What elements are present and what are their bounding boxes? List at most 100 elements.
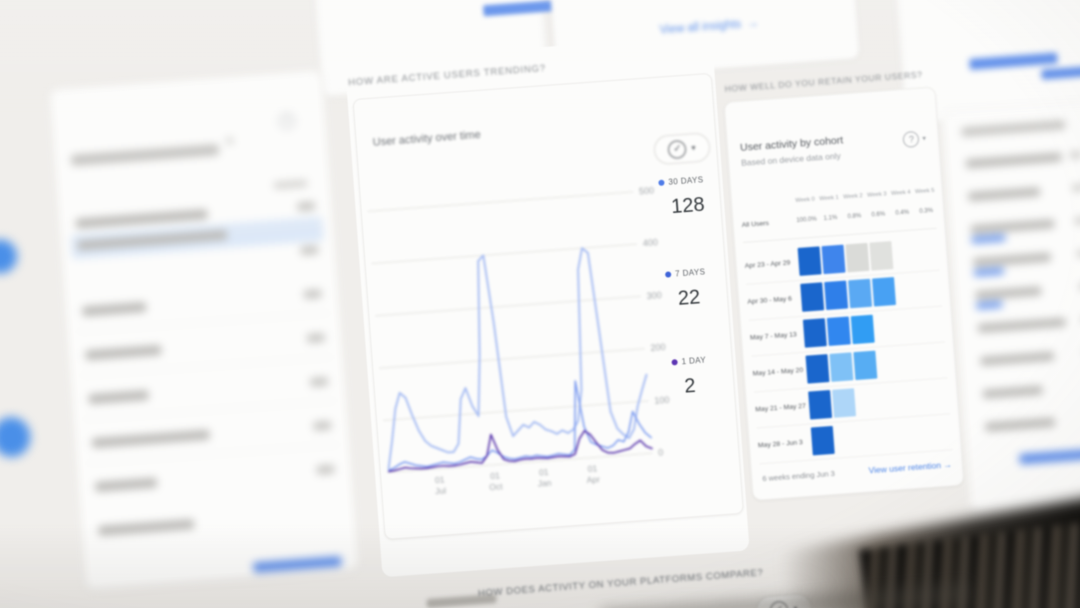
top-right-link-bar-2[interactable] [1041, 65, 1080, 80]
left-rail-icon[interactable] [0, 238, 19, 275]
cohort-cell [880, 385, 904, 415]
view-user-retention-link[interactable]: View user retention → [868, 459, 952, 475]
gridline [371, 243, 637, 265]
cohort-footer-note: 6 weeks ending Jun 3 [762, 468, 836, 483]
legend-value: 2 [683, 374, 697, 398]
list-item[interactable] [972, 252, 1052, 268]
chart-svg [367, 191, 653, 474]
trending-section-title: HOW ARE ACTIVE USERS TRENDING? [347, 62, 547, 89]
sub-link-bar[interactable] [976, 301, 1003, 310]
legend-item-1-day[interactable]: 1 DAY 2 [671, 349, 736, 399]
list-value [306, 332, 326, 344]
link-label: View user retention [868, 460, 942, 476]
cohort-cell [883, 421, 907, 451]
cohort-cell [810, 425, 835, 456]
x-tick-label: 01 Jul [434, 474, 447, 496]
list-value [1074, 216, 1080, 225]
y-tick-label: 500 [638, 185, 655, 197]
cohort-cell [899, 311, 923, 341]
check-glyph: ✓ [672, 142, 683, 155]
cohort-cell [920, 273, 944, 303]
all-users-value: 100.0% [796, 216, 817, 224]
list-item[interactable] [91, 429, 211, 449]
cohort-cell [859, 422, 883, 452]
divider [84, 400, 336, 420]
caret-down-icon: ▾ [922, 135, 927, 143]
sub-link-bar[interactable] [973, 267, 1005, 277]
list-value [1071, 183, 1080, 192]
legend-dot-icon [658, 179, 665, 186]
cohort-cell [835, 424, 859, 454]
line-chart: 500 400 300 200 100 0 01 Jul 01 Oct 01 Jan 01 Apr [367, 185, 689, 518]
all-users-value: 0.6% [871, 211, 886, 219]
legend-item-7-days[interactable]: 7 DAYS 22 [664, 261, 730, 311]
list-item[interactable] [984, 417, 1056, 432]
divider [77, 312, 330, 332]
chart-card-title: User activity over time [372, 128, 482, 149]
check-circle-icon: ✓ [667, 139, 688, 159]
platforms-section-title: HOW DOES ACTIVITY ON YOUR PLATFORMS COMP… [477, 567, 764, 600]
cohort-rows: Apr 23 - Apr 29 Apr 30 - May 6 May 7 - May… [743, 237, 954, 468]
list-rows [50, 70, 339, 536]
help-icon[interactable]: ? [278, 112, 296, 130]
legend-value: 22 [677, 286, 701, 310]
list-item[interactable] [982, 385, 1043, 399]
list-item[interactable] [970, 219, 1055, 235]
info-icon: ? [902, 130, 920, 148]
list-item[interactable] [85, 344, 162, 361]
list-item[interactable] [88, 389, 149, 405]
cohort-cell [917, 238, 941, 268]
cohort-cell [797, 246, 822, 276]
legend-value: 128 [670, 193, 706, 219]
cohort-cell [877, 349, 901, 379]
top-right-link-bar[interactable] [969, 52, 1058, 70]
retention-section: HOW WELL DO YOU RETAIN YOUR USERS? User … [722, 69, 965, 513]
list-item[interactable] [977, 317, 1067, 333]
list-item[interactable] [975, 286, 1042, 301]
series-line-7-days [387, 380, 652, 472]
y-tick-label: 400 [642, 237, 659, 249]
cohort-cell [907, 419, 931, 449]
cohort-cell [808, 389, 833, 420]
cohort-week-headers: Week 0 Week 1 Week 2 Week 3 Week 4 Week 5 [740, 188, 938, 208]
gridline [375, 295, 641, 317]
cohort-cell [853, 350, 878, 381]
insight-selector[interactable]: ✓ ▾ [653, 132, 711, 166]
list-item[interactable] [81, 301, 147, 317]
legend-label: 7 DAYS [674, 267, 706, 279]
week-header-spacer [740, 198, 794, 208]
column-header-bar [273, 179, 308, 190]
cohort-info-control[interactable]: ? ▾ [902, 130, 927, 148]
user-activity-chart-card: User activity over time ✓ ▾ 500 400 300 200… [352, 72, 744, 540]
list-value [316, 464, 335, 475]
list-item[interactable] [94, 477, 158, 493]
week-header: Week 5 [914, 187, 935, 196]
view-all-insights-label: View all insights [659, 18, 742, 37]
cohort-cell [923, 309, 947, 339]
cohort-cell [826, 316, 851, 346]
legend-dot-icon [671, 358, 678, 366]
legend-label: 30 DAYS [668, 174, 704, 187]
cohort-row-label: Apr 23 - Apr 29 [744, 259, 791, 270]
caret-down-icon: ▾ [691, 143, 696, 153]
card-footer-link-bar[interactable] [1019, 448, 1080, 465]
cohort-cell [925, 345, 949, 375]
cohort-card: User activity by cohort Based on device … [723, 86, 965, 501]
list-value [300, 245, 319, 256]
x-tick-label: 01 Oct [488, 470, 503, 492]
list-item[interactable] [965, 152, 1062, 169]
cohort-cell [848, 278, 873, 309]
cohort-row-label: May 7 - May 13 [749, 330, 798, 342]
card-footer-link-bar[interactable] [253, 556, 342, 573]
sub-link-bar[interactable] [971, 234, 1006, 244]
list-item[interactable] [98, 518, 195, 536]
cohort-cell [930, 417, 954, 447]
all-users-value: 0.8% [847, 213, 862, 221]
list-item[interactable] [967, 187, 1041, 202]
all-users-value: 0.4% [895, 209, 910, 217]
view-all-insights-link[interactable]: View all insights → [619, 14, 799, 39]
list-item[interactable] [980, 351, 1055, 366]
left-rail-icon[interactable] [0, 415, 32, 459]
legend-item-30-days[interactable]: 30 DAYS 128 [658, 169, 723, 219]
